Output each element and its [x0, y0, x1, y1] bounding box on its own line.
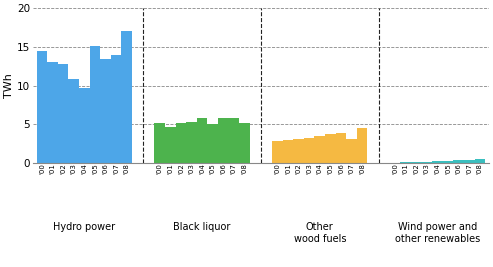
Bar: [197, 118, 208, 163]
Bar: [154, 123, 165, 163]
Bar: [272, 141, 282, 163]
Bar: [100, 59, 111, 163]
Bar: [293, 139, 304, 163]
Bar: [69, 80, 79, 163]
Bar: [186, 122, 197, 163]
Bar: [121, 32, 132, 163]
Bar: [336, 133, 346, 163]
Text: Other
wood fuels: Other wood fuels: [293, 222, 346, 244]
Bar: [411, 162, 422, 163]
Bar: [90, 46, 100, 163]
Bar: [315, 136, 325, 163]
Text: Hydro power: Hydro power: [53, 222, 115, 232]
Bar: [422, 162, 432, 163]
Bar: [454, 160, 464, 163]
Bar: [432, 161, 443, 163]
Bar: [282, 140, 293, 163]
Bar: [325, 135, 336, 163]
Bar: [443, 161, 454, 163]
Bar: [474, 159, 485, 163]
Bar: [357, 128, 367, 163]
Bar: [79, 88, 90, 163]
Bar: [464, 160, 474, 163]
Bar: [229, 118, 239, 163]
Bar: [346, 139, 357, 163]
Bar: [239, 123, 249, 163]
Bar: [304, 138, 315, 163]
Bar: [176, 123, 186, 163]
Y-axis label: TWh: TWh: [4, 73, 14, 98]
Bar: [208, 124, 218, 163]
Bar: [111, 55, 121, 163]
Bar: [400, 162, 411, 163]
Bar: [58, 64, 69, 163]
Bar: [218, 118, 229, 163]
Text: Wind power and
other renewables: Wind power and other renewables: [395, 222, 480, 244]
Text: Black liquor: Black liquor: [174, 222, 231, 232]
Bar: [165, 127, 176, 163]
Bar: [47, 62, 58, 163]
Bar: [36, 51, 47, 163]
